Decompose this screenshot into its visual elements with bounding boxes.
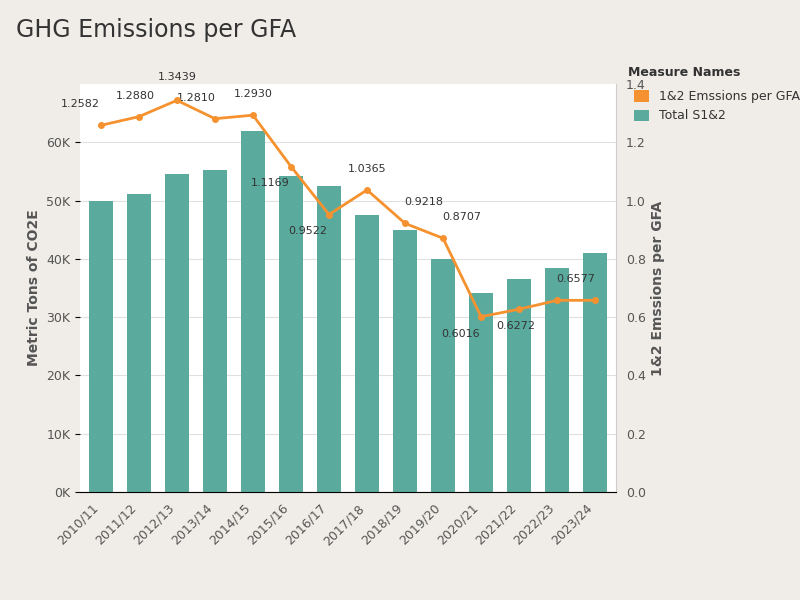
Bar — [202, 170, 227, 492]
Text: 1.2582: 1.2582 — [61, 99, 99, 109]
Bar — [241, 131, 266, 492]
Text: 1.2810: 1.2810 — [177, 92, 215, 103]
Text: 0.9218: 0.9218 — [405, 197, 443, 208]
Bar — [278, 176, 303, 492]
Text: 1.2880: 1.2880 — [116, 91, 154, 101]
Text: 0.9522: 0.9522 — [289, 226, 327, 236]
Bar — [469, 293, 494, 492]
Bar — [582, 253, 607, 492]
Text: 1.1169: 1.1169 — [250, 178, 290, 188]
Y-axis label: 1&2 Emssions per GFA: 1&2 Emssions per GFA — [651, 200, 666, 376]
Bar — [126, 194, 151, 492]
Text: 1.0365: 1.0365 — [348, 164, 386, 174]
Text: 0.8707: 0.8707 — [442, 212, 482, 222]
Bar — [165, 175, 190, 492]
Text: 1.2930: 1.2930 — [234, 89, 273, 99]
Bar — [506, 279, 531, 492]
Bar — [545, 268, 570, 492]
Text: 0.6272: 0.6272 — [496, 321, 534, 331]
Bar — [430, 259, 455, 492]
Bar — [393, 230, 418, 492]
Text: 0.6016: 0.6016 — [441, 329, 479, 338]
Bar — [354, 215, 379, 492]
Text: Measure Names: Measure Names — [628, 66, 740, 79]
Bar — [317, 186, 342, 492]
Legend: 1&2 Emssions per GFA, Total S1&2: 1&2 Emssions per GFA, Total S1&2 — [634, 90, 800, 122]
Text: 0.6577: 0.6577 — [557, 274, 595, 284]
Bar — [89, 200, 114, 492]
Text: GHG Emissions per GFA: GHG Emissions per GFA — [16, 18, 296, 42]
Y-axis label: Metric Tons of CO2E: Metric Tons of CO2E — [26, 209, 41, 367]
Text: 1.3439: 1.3439 — [158, 72, 196, 82]
